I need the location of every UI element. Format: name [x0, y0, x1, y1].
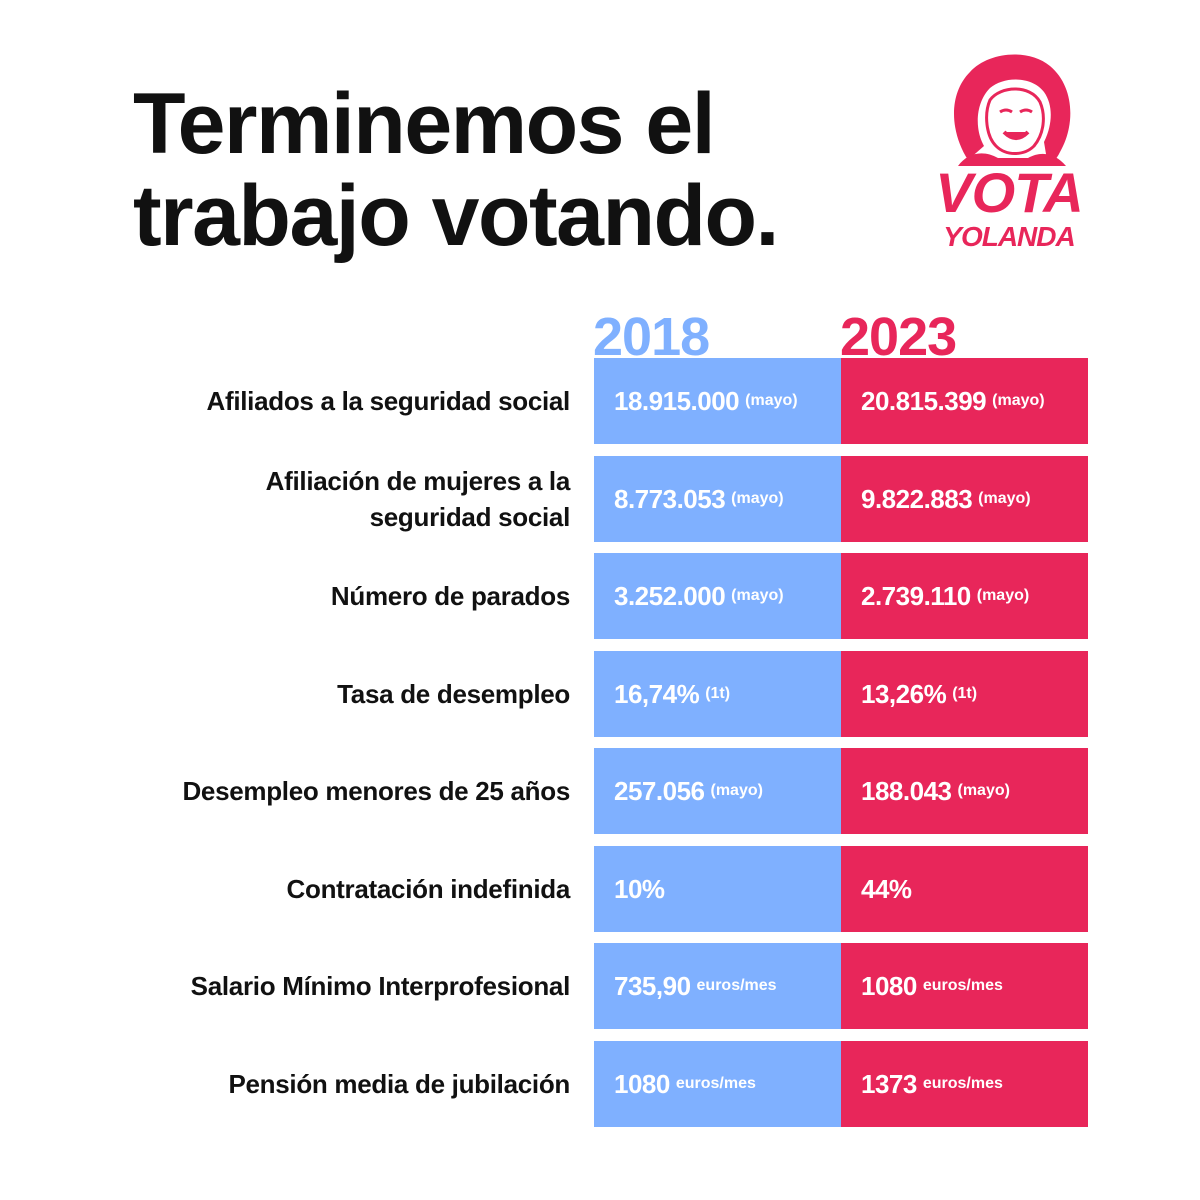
candidate-portrait-icon [954, 54, 1071, 166]
note-2018: (mayo) [731, 490, 784, 507]
value-2023: 1080 [861, 970, 917, 1001]
note-2018: (mayo) [710, 782, 763, 799]
note-2023: (mayo) [957, 782, 1010, 799]
value-2023: 188.043 [861, 775, 952, 806]
logo-yolanda-text: YOLANDA [943, 221, 1075, 252]
note-2023: (mayo) [978, 490, 1031, 507]
note-2023: euros/mes [922, 1075, 1003, 1092]
note-2018: euros/mes [675, 1075, 756, 1092]
value-2018: 10% [614, 873, 665, 904]
row-label: Afiliados a la seguridad social [206, 386, 571, 416]
cell-2018: 1080 euros/mes [594, 1041, 841, 1127]
row-label: Número de parados [330, 581, 570, 611]
cell-2018: 18.915.000 (mayo) [594, 358, 841, 444]
value-2023: 20.815.399 [861, 385, 987, 416]
value-2018: 18.915.000 [614, 385, 740, 416]
cell-2018: 16,74% (1t) [594, 651, 841, 737]
cell-2018: 8.773.053 (mayo) [594, 456, 841, 542]
value-2018: 257.056 [614, 775, 705, 806]
value-2023: 2.739.110 [861, 580, 971, 611]
cell-2018: 257.056 (mayo) [594, 748, 841, 834]
value-2018: 16,74% [614, 678, 700, 709]
cell-2023: 188.043 (mayo) [841, 748, 1088, 834]
vota-yolanda-logo: VOTA YOLANDA [928, 42, 1093, 257]
cell-2018: 735,90 euros/mes [594, 943, 841, 1029]
value-2023: 13,26% [861, 678, 947, 709]
cell-2023: 2.739.110 (mayo) [841, 553, 1088, 639]
value-2018: 735,90 [614, 970, 691, 1001]
row-label: Contratación indefinida [286, 874, 571, 904]
column-header-2023: 2023 [840, 307, 957, 367]
row-label: Desempleo menores de 25 años [182, 776, 570, 806]
cell-2023: 13,26% (1t) [841, 651, 1088, 737]
title-line-2: trabajo votando. [133, 168, 779, 264]
row-label: Afiliación de mujeres a la seguridad soc… [265, 466, 571, 532]
note-2018: (mayo) [745, 392, 798, 409]
logo-vota-text: VOTA [935, 161, 1083, 224]
title-line-1: Terminemos el [133, 76, 716, 172]
column-header-2018: 2018 [593, 307, 710, 367]
note-2023: (mayo) [976, 587, 1030, 604]
cell-2018: 10% [594, 846, 841, 932]
row-label: Tasa de desempleo [337, 679, 570, 709]
row-label: Pensión media de jubilación [228, 1069, 570, 1099]
cell-2023: 20.815.399 (mayo) [841, 358, 1088, 444]
page-title: Terminemos el trabajo votando. [133, 76, 779, 264]
cell-2018: 3.252.000 (mayo) [594, 553, 841, 639]
note-2018: (1t) [705, 685, 731, 702]
note-2023: euros/mes [922, 977, 1003, 994]
note-2018: euros/mes [696, 977, 777, 994]
value-2018: 8.773.053 [614, 483, 726, 514]
value-2023: 9.822.883 [861, 483, 973, 514]
row-label: Salario Mínimo Interprofesional [190, 971, 571, 1001]
note-2018: (mayo) [731, 587, 784, 604]
cell-2023: 1373 euros/mes [841, 1041, 1088, 1127]
value-2018: 3.252.000 [614, 580, 726, 611]
note-2023: (1t) [952, 685, 978, 702]
cell-2023: 1080 euros/mes [841, 943, 1088, 1029]
value-2018: 1080 [614, 1068, 670, 1099]
note-2023: (mayo) [992, 392, 1045, 409]
cell-2023: 9.822.883 (mayo) [841, 456, 1088, 542]
cell-2023: 44% [841, 846, 1088, 932]
value-2023: 44% [861, 873, 912, 904]
value-2023: 1373 [861, 1068, 917, 1099]
